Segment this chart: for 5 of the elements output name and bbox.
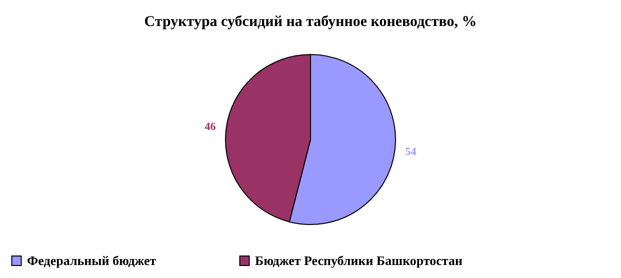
chart-title: Структура субсидий на табунное коневодство, % xyxy=(144,14,477,30)
legend-label: Бюджет Республики Башкортостан xyxy=(255,252,463,268)
data-label: 54 xyxy=(405,146,417,158)
legend-label: Федеральный бюджет xyxy=(27,252,157,268)
data-label: 46 xyxy=(204,120,216,133)
